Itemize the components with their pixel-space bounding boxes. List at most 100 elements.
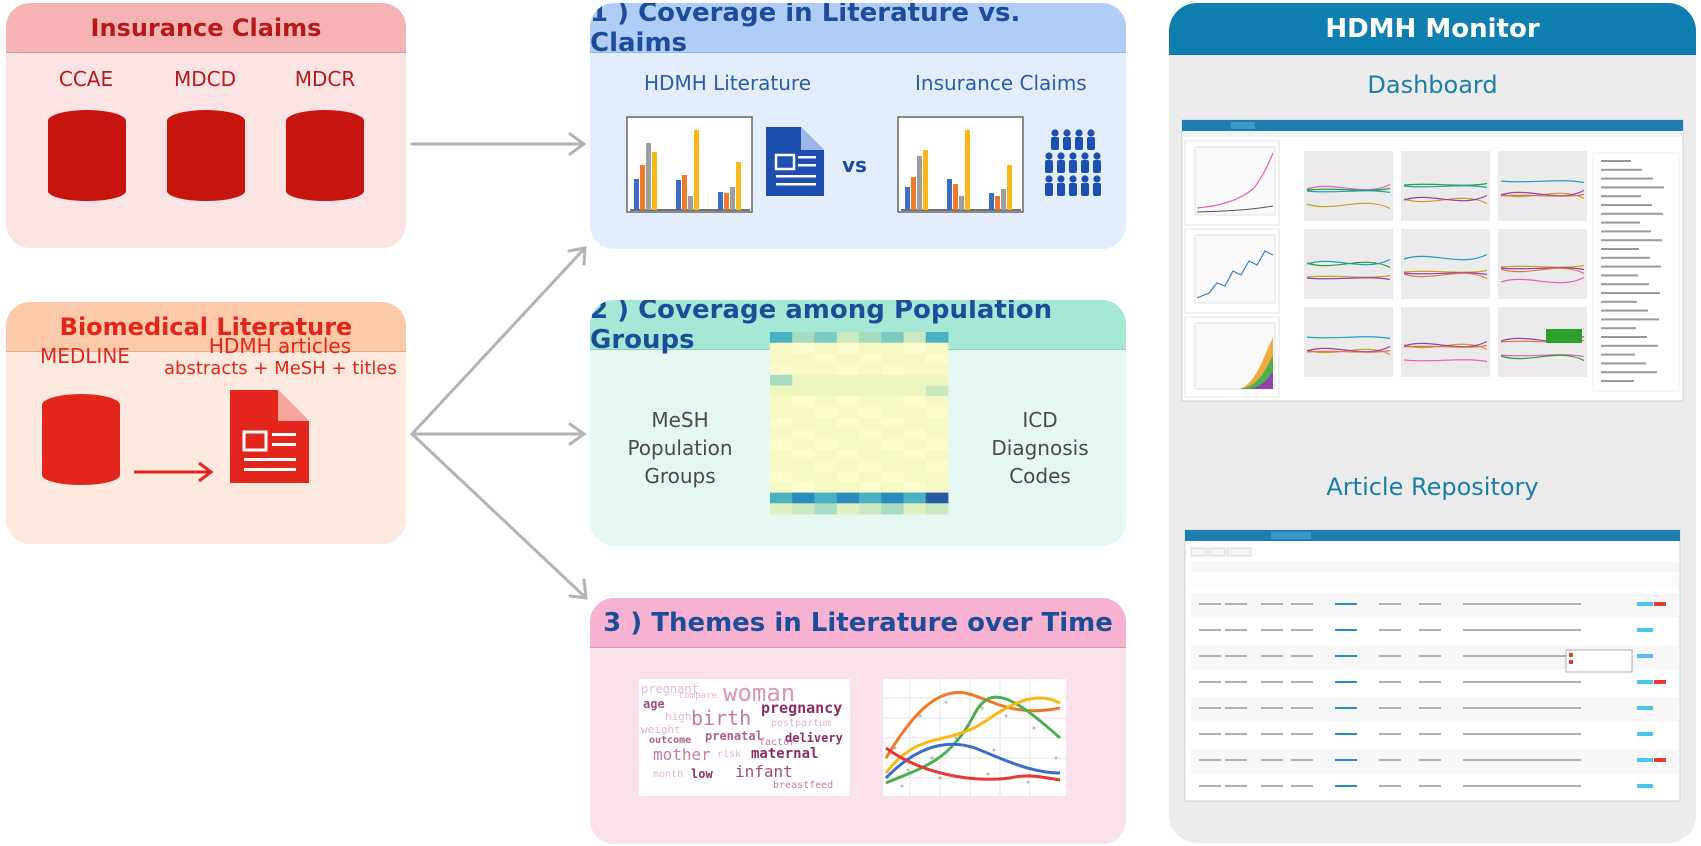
- table-cell: [1335, 733, 1357, 735]
- word-pregnancy: pregnancy: [761, 699, 843, 717]
- table-cell: [1225, 759, 1247, 761]
- heatmap-cell: [814, 460, 838, 472]
- population-people-icon: [1045, 129, 1101, 196]
- heatmap-cell: [881, 353, 904, 365]
- heatmap-cell: [836, 364, 860, 376]
- heatmap-cell: [859, 374, 882, 386]
- table-cell: [1481, 733, 1581, 735]
- heatmap-cell: [925, 385, 949, 397]
- heatmap-cell: [814, 385, 838, 397]
- heatmap-cell: [770, 460, 793, 472]
- heatmap-cell: [792, 374, 815, 386]
- table-cell: [1291, 603, 1313, 605]
- table-cell: [1419, 785, 1441, 787]
- heatmap-cell: [859, 396, 882, 408]
- insurance-claims-panel: Insurance Claims CCAE MDCD MDCR: [6, 3, 406, 248]
- table-cell: [1225, 785, 1247, 787]
- heatmap-cell: [836, 353, 860, 365]
- heatmap-cell: [836, 481, 860, 493]
- heatmap-cell: [814, 481, 838, 493]
- heatmap-cell: [925, 374, 949, 386]
- heatmap-cell: [881, 396, 904, 408]
- facet-trend-line: [1403, 340, 1488, 348]
- facet-trend-line: [1500, 354, 1585, 362]
- heatmap-cell: [836, 332, 860, 344]
- table-cell: [1379, 733, 1401, 735]
- heatmap-cell: [925, 481, 949, 493]
- heatmap-cell: [881, 439, 904, 451]
- facet-trend-line: [1500, 276, 1585, 284]
- ccae-database-icon: [48, 110, 126, 201]
- repository-table-rows: [1191, 593, 1679, 799]
- altmetric-bar: [1637, 602, 1653, 606]
- facet-trend-line: [1500, 180, 1585, 184]
- facet-trend-line: [1306, 183, 1391, 191]
- facet-trend-line: [1500, 189, 1585, 197]
- facet-trend-line: [1306, 187, 1391, 191]
- heatmap-cell: [881, 342, 904, 354]
- word-pregnant: pregnant: [641, 682, 699, 696]
- legend-entry: [1601, 327, 1636, 330]
- table-cell: [1335, 785, 1357, 787]
- heatmap-cell: [814, 503, 838, 515]
- table-cell: [1379, 785, 1401, 787]
- heatmap-cell: [903, 481, 927, 493]
- heatmap-cell: [836, 439, 860, 451]
- hdmh-articles-label: HDMH articles: [208, 334, 352, 358]
- table-cell: [1261, 681, 1283, 683]
- word-month: month: [653, 769, 684, 780]
- heatmap-cell: [881, 481, 904, 493]
- legend-entry: [1601, 212, 1663, 215]
- heatmap-cell: [792, 396, 815, 408]
- table-cell: [1463, 707, 1485, 709]
- table-cell: [1225, 707, 1247, 709]
- facet-trend-line: [1403, 253, 1488, 261]
- literature-document-icon: [766, 127, 824, 196]
- heatmap-cell: [836, 396, 860, 408]
- document-icon: [230, 390, 309, 483]
- facet-trend-line: [1306, 258, 1391, 266]
- hdmh-monitor-title: HDMH Monitor: [1169, 3, 1696, 55]
- heatmap-cell: [903, 353, 927, 365]
- legend-entry: [1601, 265, 1661, 268]
- heatmap-cell: [859, 342, 882, 354]
- facet-trend-line: [1306, 336, 1391, 340]
- altmetric-bar: [1637, 654, 1653, 658]
- heatmap-cell: [792, 342, 815, 354]
- table-cell: [1463, 681, 1485, 683]
- table-cell: [1291, 733, 1313, 735]
- table-cell: [1379, 707, 1401, 709]
- heatmap-cell: [859, 417, 882, 429]
- table-cell: [1463, 603, 1485, 605]
- altmetric-bar: [1654, 602, 1666, 606]
- dashboard-legend: [1601, 160, 1664, 382]
- facet-trend-line: [1500, 264, 1585, 268]
- heatmap-cell: [770, 492, 793, 504]
- altmetric-bar: [1637, 784, 1653, 788]
- heatmap-cell: [903, 396, 927, 408]
- legend-entry: [1601, 300, 1637, 303]
- heatmap-cell: [903, 364, 927, 376]
- heatmap-cell: [792, 353, 815, 365]
- table-cell: [1419, 759, 1441, 761]
- legend-entry: [1601, 160, 1631, 162]
- literature-bar-chart-icon: [626, 116, 753, 213]
- heatmap-cell: [770, 385, 793, 397]
- facet-trend-line: [1403, 272, 1488, 276]
- repository-screenshot-thumbnail: [1184, 529, 1681, 802]
- heatmap-cell: [903, 503, 927, 515]
- table-cell: [1419, 655, 1441, 657]
- legend-entry: [1601, 204, 1652, 206]
- arrow-literature-to-themes-icon: [410, 432, 588, 600]
- heatmap-cell: [814, 396, 838, 408]
- heatmap-cell: [836, 374, 860, 386]
- word-outcome: outcome: [649, 735, 692, 746]
- heatmap-cell: [836, 471, 860, 483]
- table-cell: [1481, 629, 1581, 631]
- legend-entry: [1601, 274, 1638, 277]
- table-cell: [1379, 603, 1401, 605]
- facet-trend-line: [1306, 277, 1391, 281]
- legend-entry: [1601, 344, 1658, 347]
- heatmap-cell: [792, 406, 815, 419]
- heatmap-cell: [925, 406, 949, 419]
